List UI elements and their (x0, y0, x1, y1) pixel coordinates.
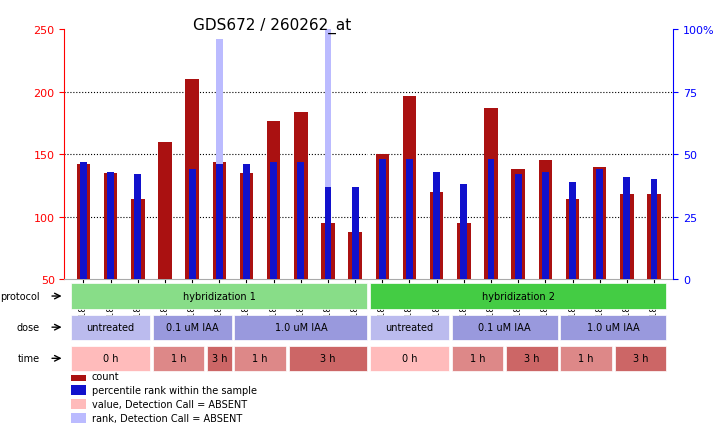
Bar (216, 40, 223, 279)
FancyBboxPatch shape (71, 284, 367, 309)
Text: dose: dose (17, 322, 40, 332)
Bar (243, 165, 250, 279)
Bar (624, 177, 630, 279)
Bar (651, 180, 657, 279)
Text: count: count (92, 372, 120, 381)
Text: value, Detection Call = ABSENT: value, Detection Call = ABSENT (92, 399, 247, 409)
FancyBboxPatch shape (153, 346, 204, 371)
Bar (107, 172, 114, 279)
Bar (430, 192, 443, 279)
Text: GDS672 / 260262_at: GDS672 / 260262_at (193, 17, 352, 33)
Bar (324, 187, 332, 279)
Bar (189, 170, 195, 279)
Text: percentile rank within the sample: percentile rank within the sample (92, 385, 257, 395)
Bar (70, 399, 86, 409)
Text: untreated: untreated (385, 322, 434, 332)
Text: 1 h: 1 h (252, 353, 268, 363)
Bar (158, 142, 172, 279)
Bar (647, 195, 661, 279)
Bar (433, 172, 440, 279)
Text: 1.0 uM IAA: 1.0 uM IAA (587, 322, 639, 332)
Bar (294, 226, 308, 279)
FancyBboxPatch shape (370, 315, 449, 340)
Bar (80, 162, 87, 279)
Text: 1 h: 1 h (171, 353, 186, 363)
Text: 0 h: 0 h (103, 353, 118, 363)
Text: time: time (18, 353, 40, 363)
FancyBboxPatch shape (370, 284, 667, 309)
Bar (402, 96, 416, 279)
FancyBboxPatch shape (207, 346, 231, 371)
FancyBboxPatch shape (71, 315, 150, 340)
Bar (70, 372, 86, 381)
Bar (240, 263, 253, 279)
Bar (240, 174, 253, 279)
Bar (460, 185, 468, 279)
Text: 3 h: 3 h (320, 353, 336, 363)
Bar (213, 162, 226, 279)
Text: 0 h: 0 h (402, 353, 417, 363)
Bar (349, 232, 362, 279)
Text: 1 h: 1 h (579, 353, 594, 363)
Text: rank, Detection Call = ABSENT: rank, Detection Call = ABSENT (92, 413, 242, 423)
Text: hybridization 1: hybridization 1 (183, 291, 256, 301)
Bar (324, 0, 332, 279)
Text: protocol: protocol (1, 291, 40, 301)
FancyBboxPatch shape (614, 346, 667, 371)
Bar (185, 80, 199, 279)
Bar (379, 160, 386, 279)
Text: 0.1 uM IAA: 0.1 uM IAA (166, 322, 218, 332)
FancyBboxPatch shape (506, 346, 558, 371)
Text: 3 h: 3 h (211, 353, 227, 363)
Bar (216, 165, 223, 279)
FancyBboxPatch shape (561, 315, 667, 340)
Bar (135, 175, 141, 279)
Bar (538, 161, 552, 279)
Bar (297, 162, 304, 279)
Bar (596, 170, 603, 279)
Text: 1.0 uM IAA: 1.0 uM IAA (274, 322, 327, 332)
Bar (352, 187, 359, 279)
Bar (158, 142, 172, 279)
Text: hybridization 2: hybridization 2 (482, 291, 555, 301)
Bar (542, 172, 548, 279)
Text: 0.1 uM IAA: 0.1 uM IAA (478, 322, 531, 332)
Bar (270, 162, 277, 279)
FancyBboxPatch shape (452, 346, 503, 371)
Bar (70, 385, 86, 395)
Bar (294, 112, 308, 279)
Text: 3 h: 3 h (633, 353, 648, 363)
Bar (511, 170, 525, 279)
Bar (70, 413, 86, 423)
FancyBboxPatch shape (71, 346, 150, 371)
Bar (566, 200, 579, 279)
FancyBboxPatch shape (370, 346, 449, 371)
Bar (406, 160, 413, 279)
Bar (375, 155, 389, 279)
Bar (488, 160, 495, 279)
Bar (131, 200, 145, 279)
Text: 3 h: 3 h (524, 353, 540, 363)
Bar (593, 167, 606, 279)
Text: untreated: untreated (87, 322, 135, 332)
Bar (484, 109, 498, 279)
FancyBboxPatch shape (234, 315, 367, 340)
Bar (267, 121, 281, 279)
Bar (77, 165, 90, 279)
Bar (620, 195, 634, 279)
FancyBboxPatch shape (153, 315, 231, 340)
Bar (104, 174, 117, 279)
Bar (515, 175, 521, 279)
Bar (457, 223, 470, 279)
FancyBboxPatch shape (289, 346, 367, 371)
FancyBboxPatch shape (452, 315, 558, 340)
Bar (647, 195, 661, 279)
Text: 1 h: 1 h (470, 353, 485, 363)
Bar (321, 223, 335, 279)
Bar (569, 182, 576, 279)
FancyBboxPatch shape (561, 346, 612, 371)
FancyBboxPatch shape (234, 346, 286, 371)
